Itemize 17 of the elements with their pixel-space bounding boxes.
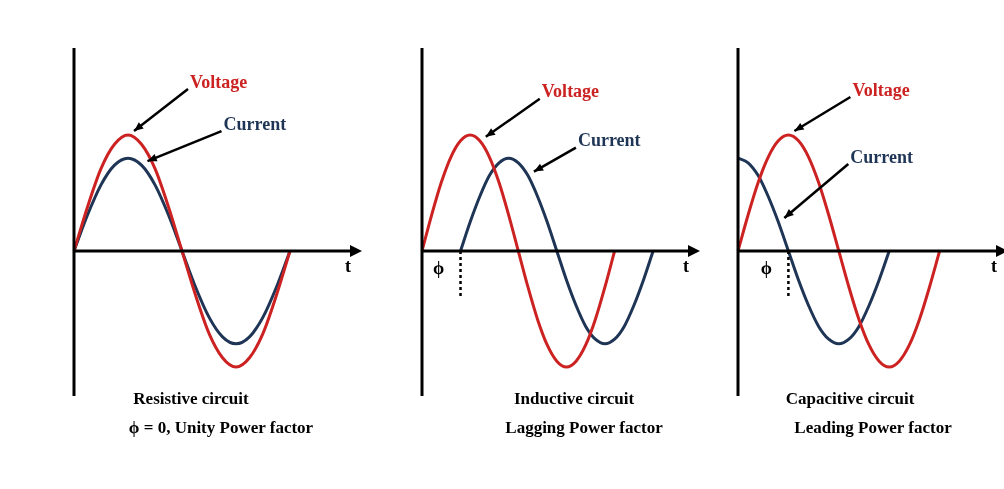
text: Inductive circuit [513,389,635,409]
x-axis-title: t [683,255,689,276]
text: Capacitive circuit [785,389,915,409]
text: Voltage [541,81,600,102]
text: ϕ = 0, Unity Power factor [128,418,314,438]
x-axis-title: t [345,255,351,276]
text: Leading Power factor [794,418,953,438]
text: Current [577,130,641,151]
x-axis-title: t [991,255,997,276]
text: Current [223,113,287,134]
text: Resistive circuit [133,389,250,409]
text: Lagging Power factor [505,418,664,438]
text: Current [850,146,913,167]
annotation: ϕ [760,257,773,278]
annotation: ϕ [432,257,445,278]
text: Voltage [852,79,910,100]
text: Voltage [190,71,248,92]
